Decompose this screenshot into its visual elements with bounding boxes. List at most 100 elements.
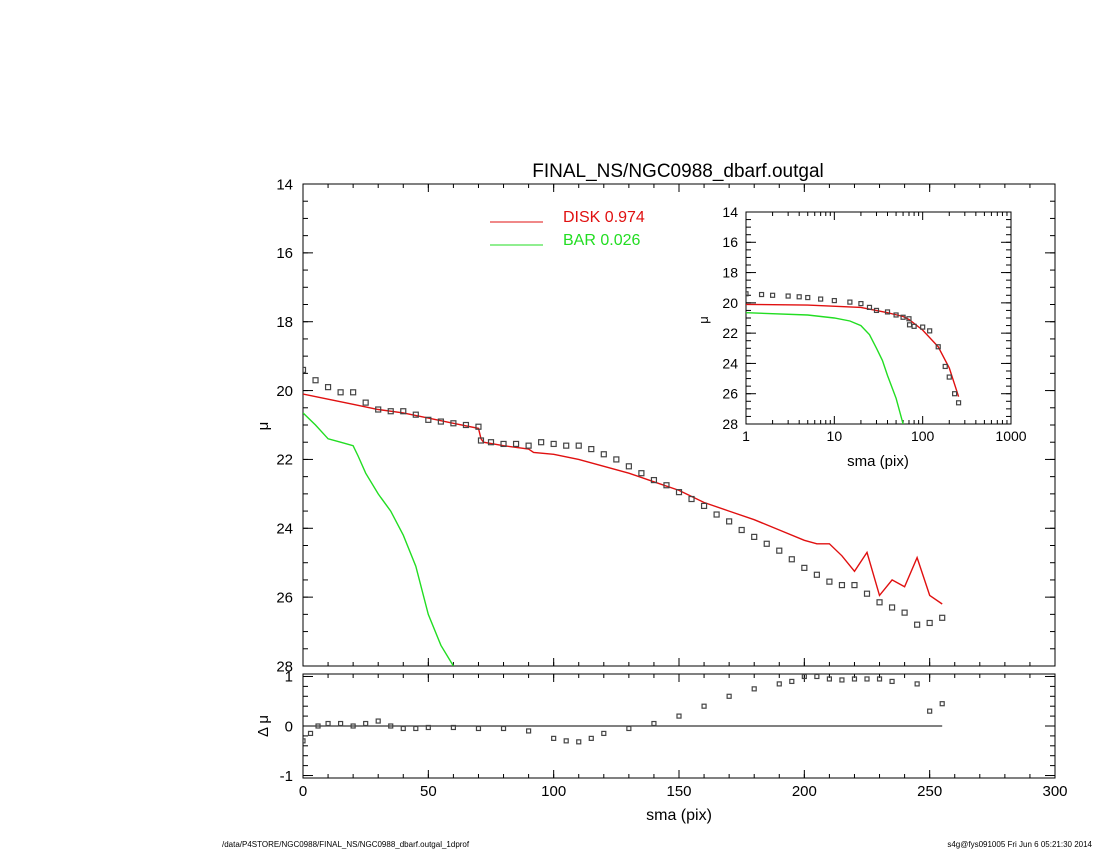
data-point: [746, 291, 749, 297]
data-point: [851, 581, 858, 589]
y-tick-label: 26: [276, 589, 293, 606]
data-point: [576, 739, 582, 745]
y-tick-label: 14: [722, 204, 738, 220]
x-tick-label: 0: [299, 783, 307, 800]
data-point: [939, 701, 945, 707]
clipped-series: [303, 366, 946, 666]
data-point: [889, 678, 895, 685]
data-point: [575, 442, 582, 449]
data-point: [307, 730, 314, 737]
data-point: [350, 723, 356, 729]
data-point: [676, 713, 682, 719]
data-point: [776, 681, 782, 687]
data-point: [563, 442, 570, 449]
data-point: [387, 408, 394, 415]
data-point: [946, 374, 952, 380]
data-point: [858, 301, 864, 307]
data-point: [450, 420, 457, 427]
data-point: [876, 676, 883, 682]
footer-timestamp: s4g@fys091005 Fri Jun 6 05:21:30 2014: [947, 840, 1092, 849]
data-point: [876, 599, 883, 606]
data-point: [788, 556, 795, 563]
data-point: [400, 725, 406, 732]
inset-y-label: μ: [696, 316, 711, 324]
data-point: [785, 293, 791, 299]
y-tick-label: 1: [285, 669, 293, 686]
series-line-1: [303, 412, 454, 666]
data-point: [927, 708, 933, 714]
data-point: [475, 423, 482, 430]
y-tick-label: 14: [276, 176, 293, 193]
data-point: [873, 307, 880, 314]
data-point: [801, 674, 807, 680]
legend: DISK 0.974 BAR 0.026: [490, 209, 645, 249]
data-point: [303, 366, 307, 374]
data-point: [763, 540, 770, 547]
x-tick-label: 1: [742, 428, 750, 444]
data-point: [600, 451, 607, 458]
data-point: [675, 489, 683, 496]
data-point: [625, 463, 632, 470]
data-point: [888, 604, 896, 611]
main-y-label: μ: [255, 422, 272, 431]
data-point: [525, 728, 532, 734]
data-point: [388, 723, 394, 729]
data-point: [814, 674, 820, 680]
data-point: [362, 399, 369, 406]
y-tick-label: 26: [722, 386, 738, 402]
data-point: [477, 437, 485, 444]
data-point: [500, 440, 507, 448]
data-point: [805, 294, 811, 301]
data-point: [325, 720, 331, 727]
data-point: [796, 294, 802, 300]
y-tick-label: 20: [722, 295, 738, 311]
data-point: [338, 720, 344, 727]
main-axis-ticks: 14 16 18 20 22 24 26 28: [276, 176, 1056, 675]
x-tick-label: 150: [666, 783, 691, 800]
data-point: [955, 400, 962, 406]
legend-disk-label: DISK 0.974: [563, 209, 645, 226]
x-tick-label: 100: [911, 428, 935, 444]
x-tick-label: 50: [420, 783, 437, 800]
y-tick-label: 22: [276, 452, 293, 469]
data-point: [900, 314, 906, 320]
y-tick-label: 0: [285, 718, 293, 735]
x-tick-label: 300: [1042, 783, 1067, 800]
data-point: [713, 511, 720, 518]
data-point: [626, 725, 632, 732]
data-point: [851, 676, 858, 682]
data-point: [350, 389, 357, 396]
data-point: [462, 421, 470, 429]
data-point: [826, 578, 833, 585]
residual-series-group: [303, 674, 945, 745]
data-point: [864, 676, 870, 682]
data-point: [818, 296, 824, 302]
chart-title: FINAL_NS/NGC0988_dbarf.outgal: [532, 161, 824, 182]
residual-x-label: sma (pix): [646, 807, 712, 824]
data-point: [838, 581, 846, 589]
data-point: [726, 693, 732, 699]
data-point: [863, 590, 871, 597]
data-point: [425, 416, 432, 423]
y-tick-label: 16: [722, 234, 738, 250]
data-point: [866, 304, 873, 310]
data-point: [588, 446, 595, 453]
y-tick-label: 22: [722, 325, 738, 341]
data-point: [638, 470, 645, 477]
data-point: [425, 724, 431, 731]
data-point: [525, 442, 532, 449]
data-point: [831, 297, 837, 304]
data-point: [437, 418, 444, 425]
y-tick-label: -1: [280, 768, 293, 785]
data-point: [613, 456, 620, 463]
data-point: [927, 328, 933, 334]
series-line-0: [303, 393, 943, 605]
data-point: [688, 495, 695, 503]
data-point: [911, 323, 917, 329]
inset-plot-frame: [745, 211, 1012, 425]
legend-bar-label: BAR 0.026: [563, 232, 640, 249]
data-point: [512, 440, 520, 448]
series-line-0: [746, 303, 960, 397]
data-point: [935, 344, 941, 350]
